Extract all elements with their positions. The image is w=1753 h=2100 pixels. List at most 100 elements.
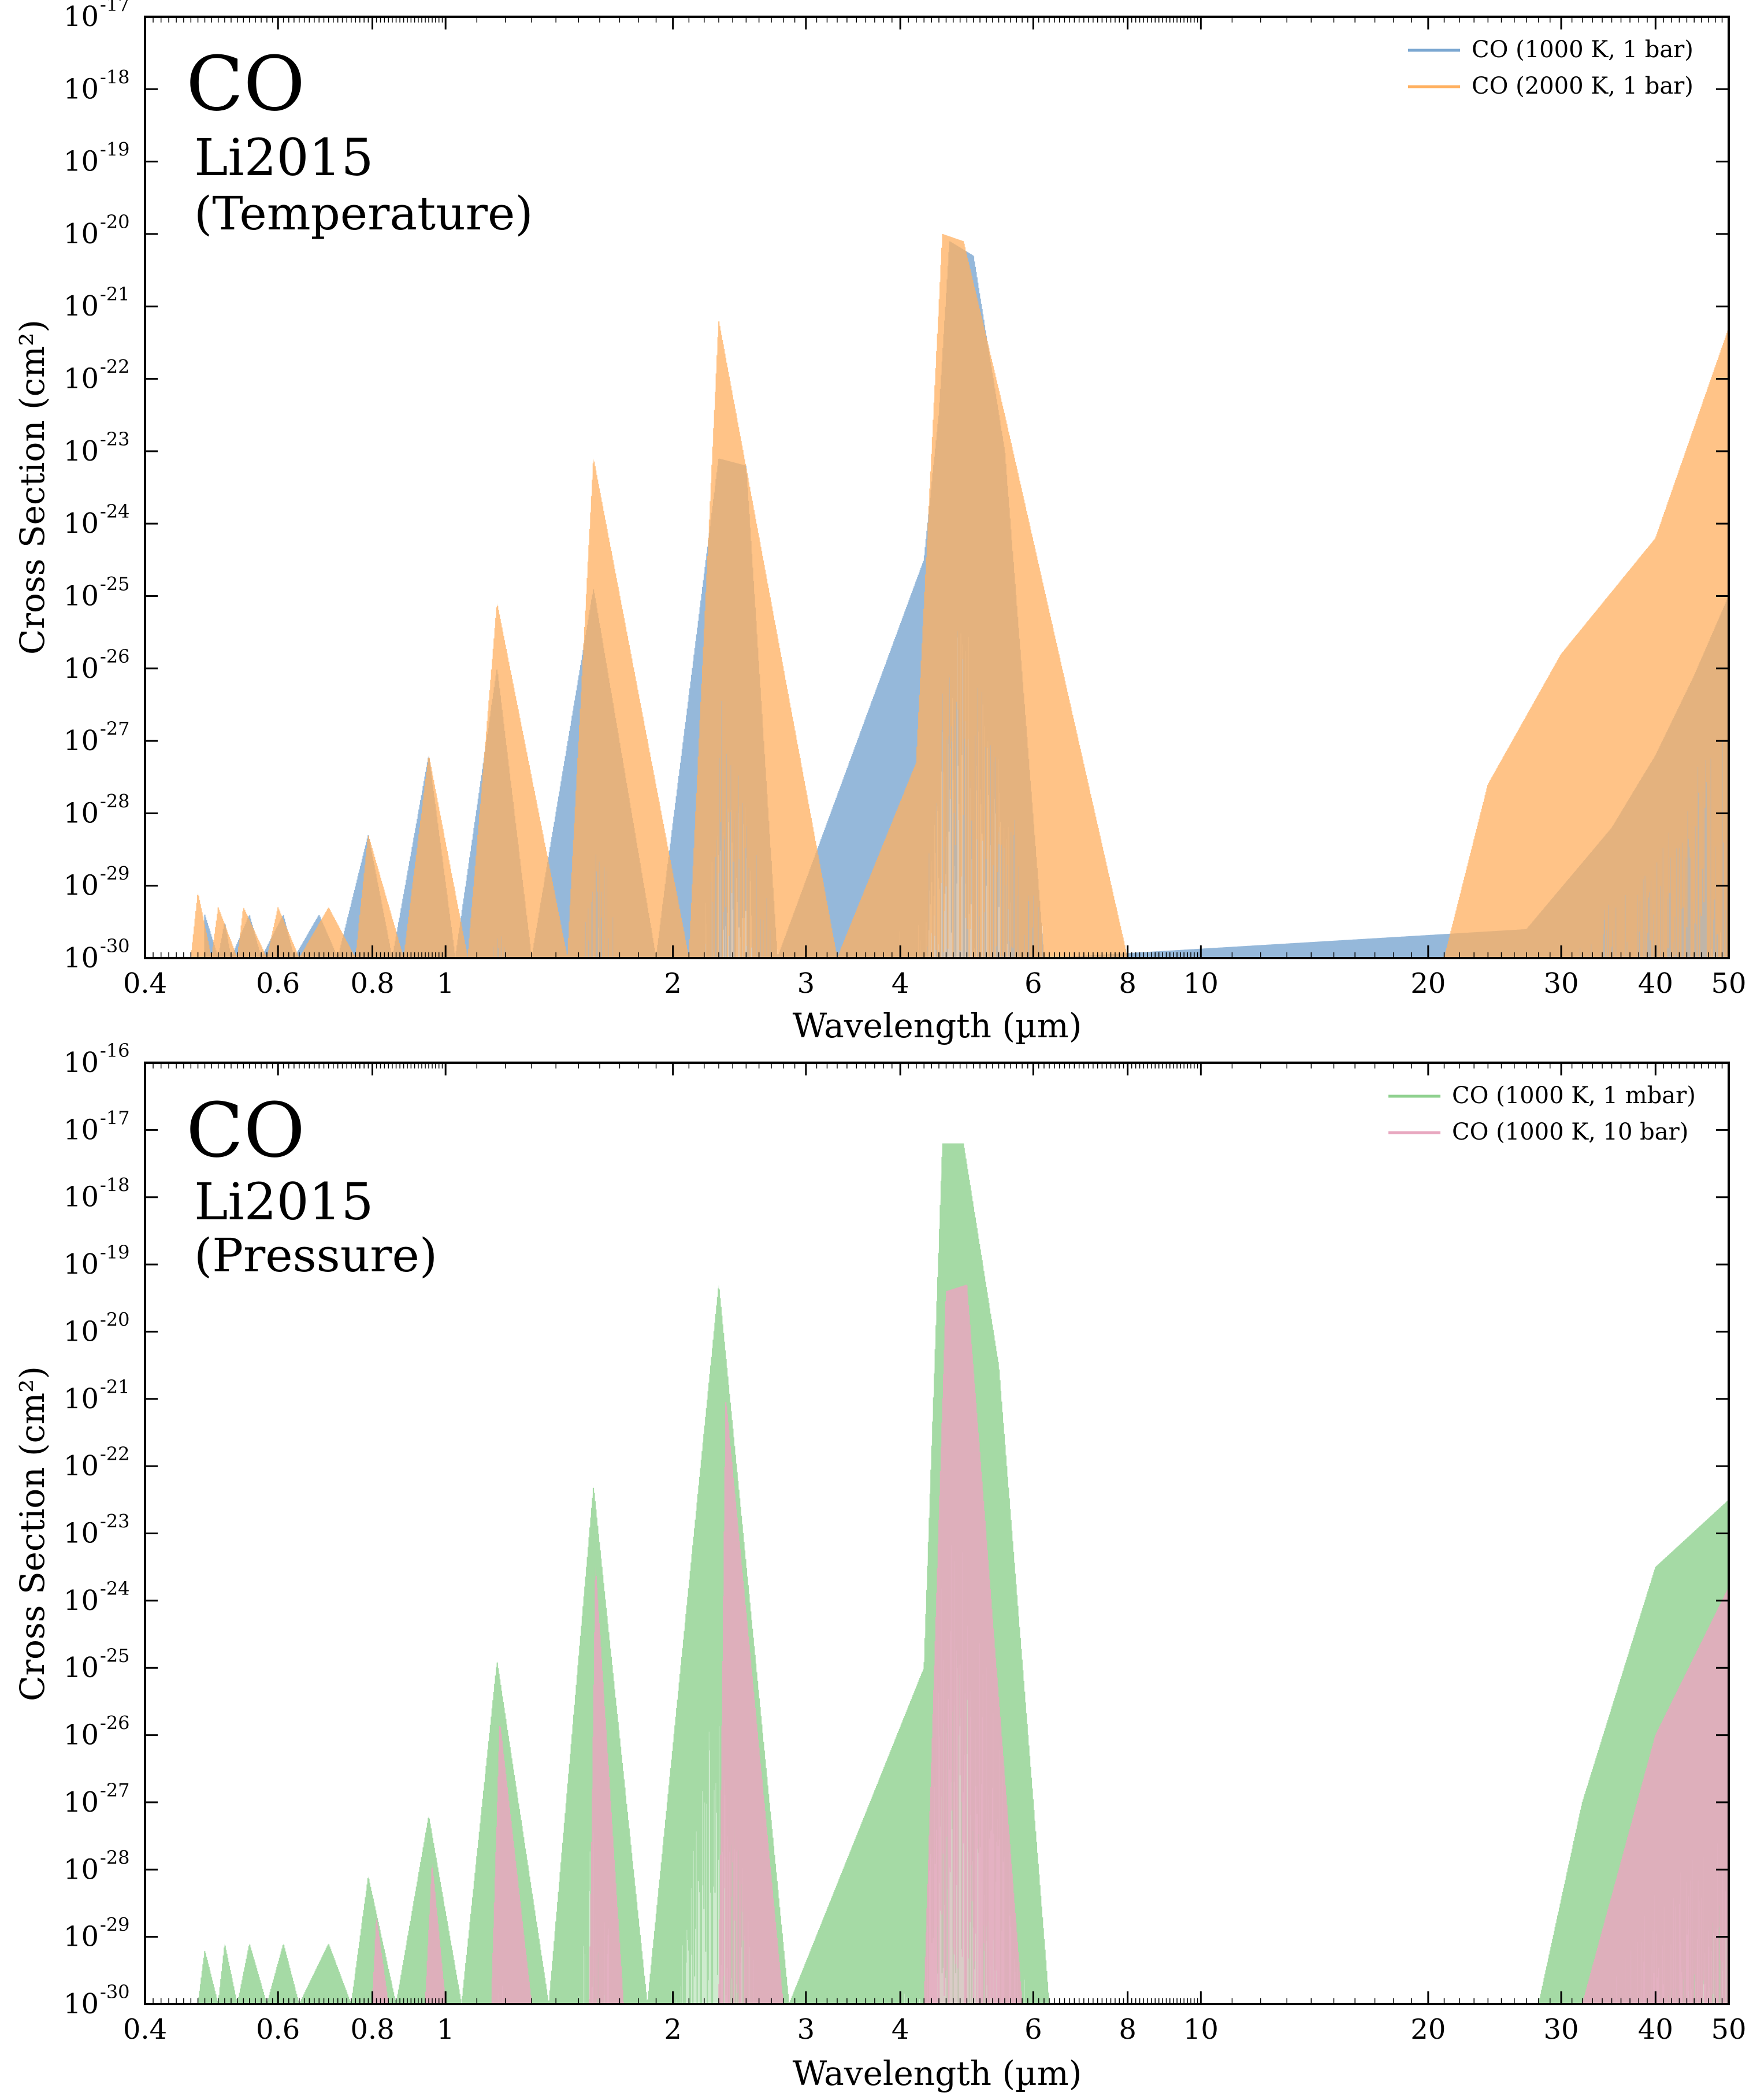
x-tick-label: 3 <box>797 967 815 1000</box>
y-tick-label: 10 <box>64 652 99 685</box>
x-tick-label: 30 <box>1543 2013 1579 2046</box>
y-tick-label: 10 <box>64 1248 99 1281</box>
y-tick-label: 10 <box>64 1518 99 1550</box>
x-tick-label: 0.4 <box>123 2013 167 2046</box>
y-tick-exponent: -24 <box>100 500 130 522</box>
x-tick-label: 2 <box>664 2013 682 2046</box>
y-tick-exponent: -30 <box>100 935 130 957</box>
y-tick-label: 10 <box>64 1853 99 1886</box>
x-tick-label: 6 <box>1024 2013 1042 2046</box>
y-tick-label: 10 <box>64 1719 99 1752</box>
y-tick-label: 10 <box>64 435 99 468</box>
y-tick-exponent: -18 <box>100 66 130 88</box>
y-tick-exponent: -23 <box>100 428 130 450</box>
pressure-plot-title: CO <box>186 1086 305 1174</box>
y-tick-exponent: -28 <box>100 790 130 812</box>
series-envelope <box>191 233 1729 958</box>
pressure-annotation-condition: (Pressure) <box>194 1229 437 1282</box>
temperature-legend-label-2000k: CO (2000 K, 1 bar) <box>1472 73 1693 99</box>
y-tick-label: 10 <box>64 797 99 829</box>
y-tick-exponent: -27 <box>100 718 130 740</box>
x-tick-label: 10 <box>1183 2013 1219 2046</box>
y-tick-label: 10 <box>64 1 99 33</box>
y-tick-label: 10 <box>64 1181 99 1214</box>
y-tick-label: 10 <box>64 1988 99 2020</box>
y-tick-label: 10 <box>64 1786 99 1819</box>
y-tick-label: 10 <box>64 1047 99 1079</box>
x-tick-label: 10 <box>1183 967 1219 1000</box>
y-tick-label: 10 <box>64 363 99 395</box>
x-tick-label: 0.8 <box>350 2013 394 2046</box>
y-tick-exponent: -26 <box>100 1712 130 1734</box>
y-tick-label: 10 <box>64 73 99 105</box>
x-tick-label: 1 <box>437 2013 455 2046</box>
x-tick-label: 40 <box>1638 967 1673 1000</box>
y-tick-exponent: -17 <box>100 1107 130 1129</box>
series-lines <box>191 234 1730 958</box>
x-tick-label: 8 <box>1119 2013 1137 2046</box>
y-tick-exponent: -19 <box>100 139 130 161</box>
y-tick-label: 10 <box>64 580 99 612</box>
y-tick-label: 10 <box>64 1450 99 1482</box>
y-tick-exponent: -19 <box>100 1241 130 1263</box>
x-tick-label: 8 <box>1119 967 1137 1000</box>
pressure-annotation-source: Li2015 <box>194 1172 374 1231</box>
x-tick-label: 20 <box>1410 967 1446 1000</box>
y-tick-label: 10 <box>64 1585 99 1617</box>
temperature-axes-frame <box>144 16 1730 959</box>
x-tick-label: 0.8 <box>350 967 394 1000</box>
y-tick-exponent: -17 <box>100 0 130 16</box>
temperature-annotation-source: Li2015 <box>194 128 374 187</box>
y-tick-label: 10 <box>64 146 99 178</box>
x-tick-label: 4 <box>892 967 909 1000</box>
x-tick-label: 20 <box>1410 2013 1446 2046</box>
y-tick-exponent: -16 <box>100 1040 130 1062</box>
y-tick-exponent: -25 <box>100 573 130 595</box>
pressure-x-ticks: 0.4 0.6 0.8 1 2 3 4 6 8 10 20 30 40 50 <box>123 1063 1747 2046</box>
y-tick-exponent: -26 <box>100 645 130 667</box>
y-tick-exponent: -27 <box>100 1779 130 1801</box>
y-tick-exponent: -29 <box>100 863 130 885</box>
y-tick-exponent: -21 <box>100 1376 130 1398</box>
x-tick-label: 2 <box>664 967 682 1000</box>
y-tick-exponent: -20 <box>100 211 130 233</box>
pressure-y-ticks: 10-3010-2910-2810-2710-2610-2510-2410-23… <box>64 1040 1729 2020</box>
y-tick-exponent: -21 <box>100 283 130 305</box>
temperature-legend-label-1000k: CO (1000 K, 1 bar) <box>1472 36 1693 63</box>
y-tick-label: 10 <box>64 1921 99 1953</box>
y-tick-label: 10 <box>64 1114 99 1146</box>
y-tick-exponent: -23 <box>100 1511 130 1533</box>
x-tick-label: 50 <box>1711 967 1746 1000</box>
pressure-legend-label-1mbar: CO (1000 K, 1 mbar) <box>1452 1082 1696 1109</box>
x-tick-label: 6 <box>1024 967 1042 1000</box>
pressure-x-axis-label: Wavelength (µm) <box>793 2054 1082 2093</box>
y-tick-exponent: -20 <box>100 1308 130 1330</box>
y-tick-label: 10 <box>64 870 99 902</box>
y-tick-exponent: -22 <box>100 1443 130 1465</box>
y-tick-exponent: -24 <box>100 1578 130 1600</box>
temperature-annotation-condition: (Temperature) <box>194 187 533 240</box>
y-tick-label: 10 <box>64 725 99 757</box>
temperature-plot-title: CO <box>186 40 305 128</box>
x-tick-label: 30 <box>1543 967 1579 1000</box>
y-tick-label: 10 <box>64 1652 99 1684</box>
pressure-legend-label-10bar: CO (1000 K, 10 bar) <box>1452 1119 1688 1145</box>
y-tick-label: 10 <box>64 507 99 540</box>
pressure-legend: CO (1000 K, 1 mbar) CO (1000 K, 10 bar) <box>1388 1082 1696 1145</box>
x-tick-label: 1 <box>437 967 455 1000</box>
x-tick-label: 0.6 <box>256 967 300 1000</box>
y-tick-label: 10 <box>64 218 99 250</box>
y-tick-label: 10 <box>64 1383 99 1415</box>
x-tick-label: 0.4 <box>123 967 167 1000</box>
temperature-plot-data <box>191 233 1730 958</box>
y-tick-exponent: -18 <box>100 1174 130 1196</box>
pressure-y-axis-label: Cross Section (cm²) <box>13 1366 52 1701</box>
x-tick-label: 4 <box>892 2013 909 2046</box>
y-tick-label: 10 <box>64 1315 99 1348</box>
y-tick-label: 10 <box>64 290 99 322</box>
x-tick-label: 40 <box>1638 2013 1673 2046</box>
